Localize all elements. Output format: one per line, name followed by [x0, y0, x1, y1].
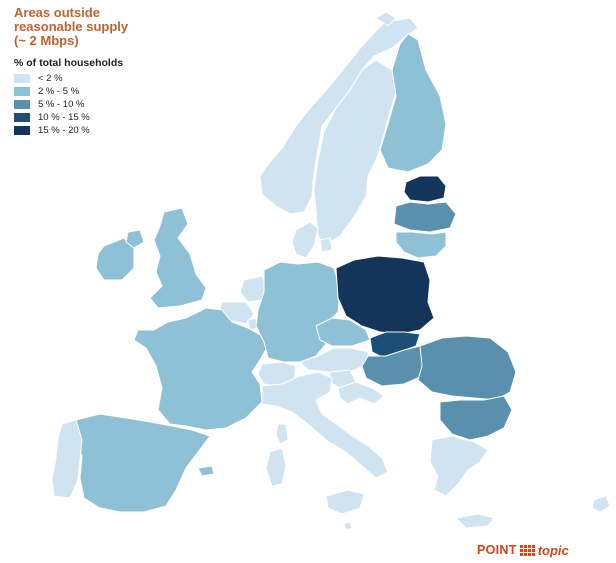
country-bulgaria[interactable] [439, 395, 513, 441]
legend-swatch [14, 113, 30, 122]
country-greece[interactable] [429, 435, 489, 497]
legend-item: 15 % - 20 % [14, 124, 123, 137]
legend-item: 10 % - 15 % [14, 111, 123, 124]
country-scandinavia-north[interactable] [375, 11, 397, 27]
country-sweden[interactable] [313, 59, 397, 245]
country-latvia[interactable] [393, 201, 457, 233]
point-topic-logo: POINT topic [477, 541, 569, 559]
legend-label: 5 % - 10 % [38, 99, 85, 110]
country-italy[interactable] [261, 371, 389, 479]
brand-topic-text: topic [537, 542, 569, 558]
country-croatia[interactable] [337, 381, 385, 405]
legend-swatch [14, 126, 30, 135]
legend-swatch [14, 87, 30, 96]
country-poland[interactable] [335, 255, 435, 335]
country-germany[interactable] [255, 261, 341, 363]
country-balearic-islands[interactable] [197, 465, 215, 477]
logo-grid-icon [519, 544, 535, 556]
country-lithuania[interactable] [395, 231, 447, 259]
country-cyprus[interactable] [591, 495, 611, 513]
country-malta[interactable] [343, 521, 353, 531]
legend-label: 10 % - 15 % [38, 112, 90, 123]
country-sardinia[interactable] [265, 447, 287, 487]
legend-label: 2 % - 5 % [38, 86, 80, 97]
legend-title: % of total households [14, 57, 124, 69]
country-crete[interactable] [455, 513, 495, 529]
country-corsica[interactable] [275, 423, 289, 445]
legend-label: 15 % - 20 % [38, 125, 90, 136]
country-spain[interactable] [73, 413, 211, 513]
country-finland[interactable] [379, 33, 447, 173]
country-portugal[interactable] [51, 419, 83, 499]
country-romania[interactable] [417, 335, 517, 401]
legend: % of total households < 2 % 2 % - 5 % 5 … [14, 57, 123, 137]
country-estonia[interactable] [403, 175, 447, 203]
country-denmark[interactable] [291, 221, 333, 259]
country-northern-ireland[interactable] [125, 229, 145, 249]
country-sicily[interactable] [325, 489, 365, 515]
legend-label: < 2 % [38, 73, 63, 84]
legend-swatch [14, 74, 30, 83]
country-france[interactable] [133, 307, 269, 431]
country-norway[interactable] [259, 17, 419, 215]
legend-swatch [14, 100, 30, 109]
country-slovakia[interactable] [369, 331, 421, 359]
legend-item: < 2 % [14, 72, 123, 85]
brand-point-text: POINT [477, 543, 517, 557]
country-united-kingdom[interactable] [149, 207, 207, 309]
map-title: Areas outside reasonable supply (~ 2 Mbp… [14, 5, 129, 48]
legend-item: 5 % - 10 % [14, 98, 123, 111]
legend-item: 2 % - 5 % [14, 85, 123, 98]
